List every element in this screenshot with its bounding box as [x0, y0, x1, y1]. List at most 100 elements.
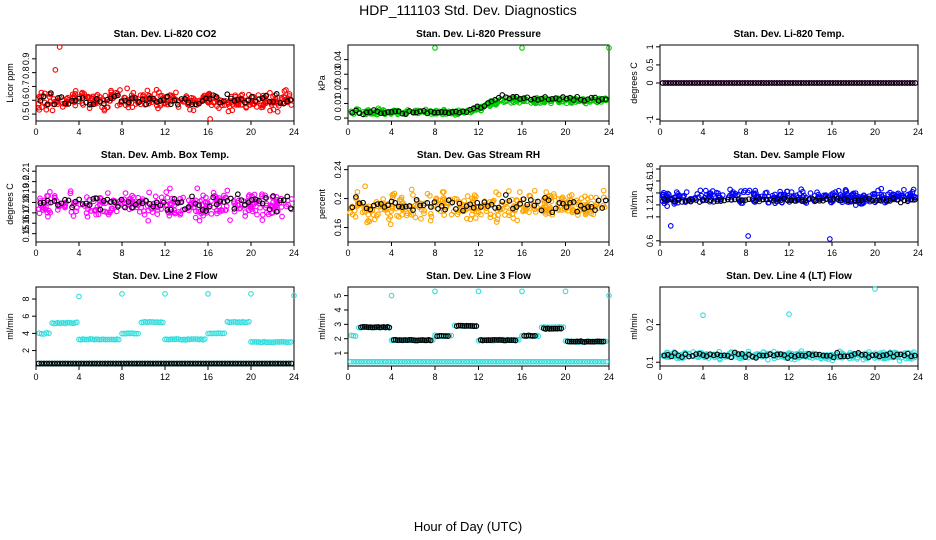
- data-point: [807, 190, 814, 196]
- data-point: [175, 209, 182, 215]
- data-point: [281, 88, 288, 94]
- data-point: [373, 213, 380, 219]
- data-point: [131, 330, 137, 337]
- data-point: [167, 206, 174, 213]
- data-point: [545, 197, 552, 204]
- data-point: [90, 196, 97, 202]
- data-point: [763, 80, 770, 86]
- data-point: [211, 330, 217, 337]
- data-point: [546, 325, 553, 332]
- data-point: [595, 358, 602, 365]
- chart-panel-3: Stan. Dev. Li-820 Temp.0 4 8 12 16 20 24-100.5…: [629, 29, 923, 137]
- data-point: [131, 360, 138, 367]
- data-point: [830, 80, 836, 86]
- x-tick-label: 20: [870, 372, 880, 382]
- data-point: [224, 360, 231, 367]
- data-point: [574, 208, 581, 215]
- x-tick-label: 16: [517, 248, 527, 258]
- data-point: [65, 360, 71, 367]
- y-axis-label: ml/min: [629, 191, 639, 218]
- data-point: [190, 336, 197, 342]
- x-tick-label: 0: [33, 127, 38, 137]
- x-tick-label: 16: [203, 372, 213, 382]
- data-point: [710, 80, 717, 86]
- data-point: [169, 336, 176, 343]
- data-point: [573, 358, 580, 365]
- data-point: [869, 80, 876, 86]
- data-point: [784, 80, 791, 86]
- data-point: [420, 358, 427, 365]
- data-point: [859, 80, 865, 86]
- data-point: [558, 207, 565, 213]
- data-point: [570, 97, 577, 103]
- data-point: [876, 353, 883, 360]
- data-point: [838, 80, 844, 86]
- data-point: [356, 110, 363, 117]
- data-point: [406, 108, 413, 114]
- data-point: [219, 330, 225, 337]
- data-point: [456, 200, 463, 207]
- data-point: [728, 80, 735, 86]
- data-point: [880, 80, 887, 86]
- data-point: [568, 338, 575, 345]
- data-point: [464, 193, 471, 199]
- data-point: [258, 104, 265, 111]
- data-point: [227, 217, 233, 224]
- data-point: [715, 190, 722, 197]
- data-point: [452, 358, 459, 365]
- data-point: [467, 216, 474, 223]
- data-point: [520, 95, 527, 102]
- data-point: [856, 80, 863, 86]
- data-point: [35, 100, 42, 107]
- data-point: [774, 351, 781, 358]
- data-point: [760, 196, 766, 203]
- x-tick-label: 16: [203, 127, 213, 137]
- data-point: [81, 360, 87, 367]
- data-point: [182, 360, 188, 367]
- data-point: [700, 312, 706, 319]
- data-point: [403, 203, 409, 210]
- data-point: [592, 358, 599, 365]
- x-tick-label: 24: [604, 127, 614, 137]
- data-point: [93, 96, 100, 102]
- data-point: [51, 101, 58, 108]
- data-point: [403, 111, 409, 117]
- data-point: [686, 80, 693, 86]
- data-point: [120, 360, 127, 367]
- data-point: [834, 349, 841, 356]
- data-point: [115, 336, 122, 343]
- data-point: [509, 211, 516, 218]
- data-point: [739, 197, 745, 203]
- data-point: [489, 337, 496, 343]
- data-point: [679, 355, 686, 361]
- data-point: [467, 106, 473, 113]
- data-point: [133, 330, 139, 337]
- data-point: [526, 209, 532, 216]
- data-point: [707, 351, 714, 358]
- data-point: [843, 80, 850, 86]
- y-tick-label: 0.19: [21, 183, 31, 201]
- data-point: [531, 206, 538, 213]
- x-tick-label: 20: [870, 127, 880, 137]
- data-point: [220, 199, 227, 205]
- data-point: [273, 193, 280, 200]
- data-point: [571, 208, 577, 214]
- data-point: [566, 338, 573, 345]
- data-point: [38, 89, 45, 96]
- data-point: [216, 105, 222, 111]
- data-point: [894, 196, 900, 203]
- data-point: [901, 80, 908, 86]
- data-point: [273, 91, 280, 97]
- data-point: [211, 360, 218, 367]
- data-point: [280, 360, 287, 367]
- data-point: [280, 197, 287, 204]
- data-point: [224, 187, 231, 194]
- data-point: [827, 197, 833, 203]
- data-point: [72, 88, 79, 94]
- x-tick-label: 12: [473, 372, 483, 382]
- data-point: [51, 198, 58, 204]
- x-tick-label: 0: [33, 372, 38, 382]
- data-point: [170, 94, 177, 101]
- data-point: [46, 330, 52, 337]
- data-point: [163, 189, 170, 196]
